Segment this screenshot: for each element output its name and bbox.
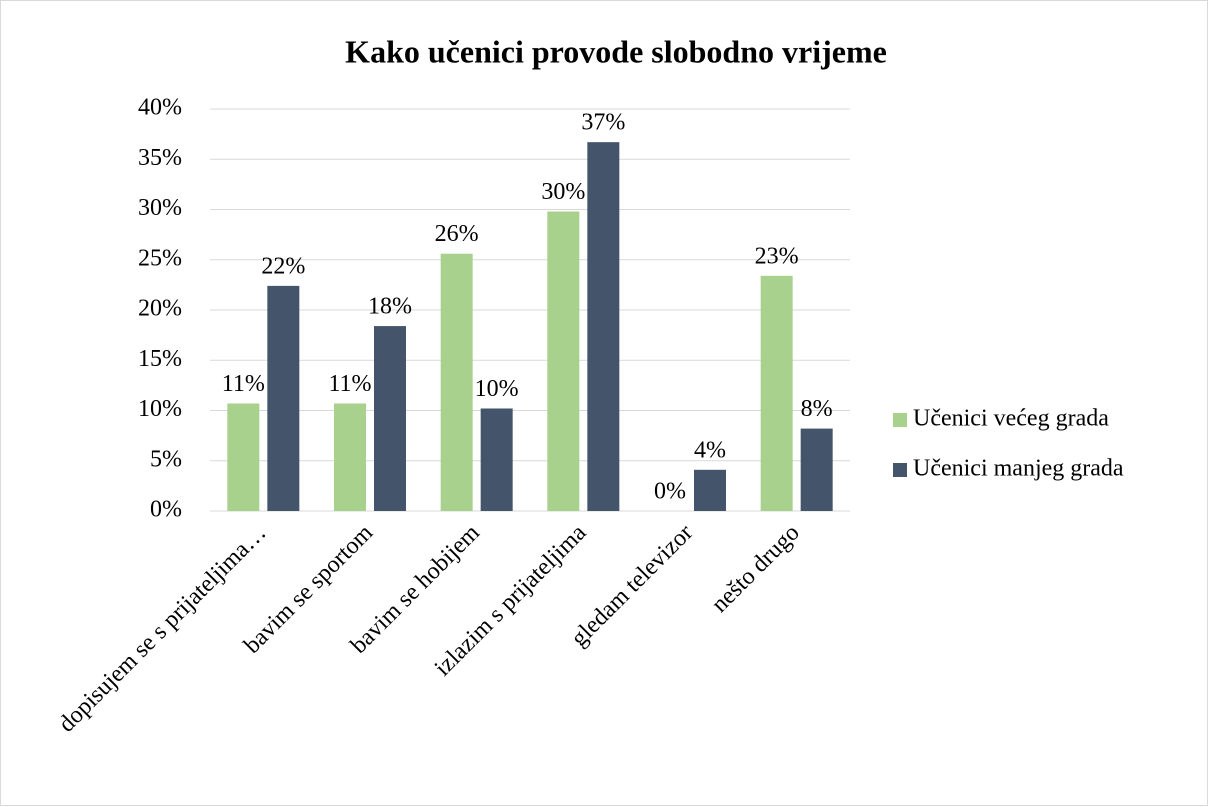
bar <box>227 403 260 511</box>
legend-swatch <box>893 463 907 477</box>
bar <box>547 211 580 511</box>
bar <box>480 408 513 511</box>
data-label: 30% <box>541 179 585 205</box>
y-tick-label: 25% <box>138 245 182 271</box>
data-label: 22% <box>261 253 305 279</box>
chart-title: Kako učenici provode slobodno vrijeme <box>345 33 887 69</box>
bar <box>267 285 300 511</box>
legend-swatch <box>893 413 907 427</box>
y-tick-label: 5% <box>150 446 182 472</box>
data-label: 4% <box>694 437 726 463</box>
data-label: 18% <box>368 294 412 320</box>
bar <box>587 142 620 512</box>
data-label: 37% <box>581 110 625 136</box>
data-label: 26% <box>435 221 479 247</box>
data-label: 10% <box>475 376 519 402</box>
legend-label: Učenici većeg grada <box>913 406 1109 432</box>
y-tick-label: 30% <box>138 195 182 221</box>
legend-label: Učenici manjeg grada <box>913 456 1124 482</box>
data-label: 11% <box>222 371 265 397</box>
y-tick-label: 35% <box>138 145 182 171</box>
bar <box>440 253 473 511</box>
y-tick-label: 10% <box>138 396 182 422</box>
bar <box>334 403 366 511</box>
y-tick-label: 40% <box>138 95 182 121</box>
bar <box>694 469 726 511</box>
data-label: 23% <box>755 243 799 269</box>
y-tick-label: 15% <box>138 346 182 372</box>
y-tick-label: 20% <box>138 296 182 322</box>
y-tick-label: 0% <box>150 497 182 523</box>
data-label: 8% <box>801 396 833 422</box>
bar <box>374 326 406 511</box>
bar <box>800 428 833 511</box>
data-label: 0% <box>654 479 686 505</box>
bar <box>760 275 793 511</box>
data-label: 11% <box>328 371 371 397</box>
